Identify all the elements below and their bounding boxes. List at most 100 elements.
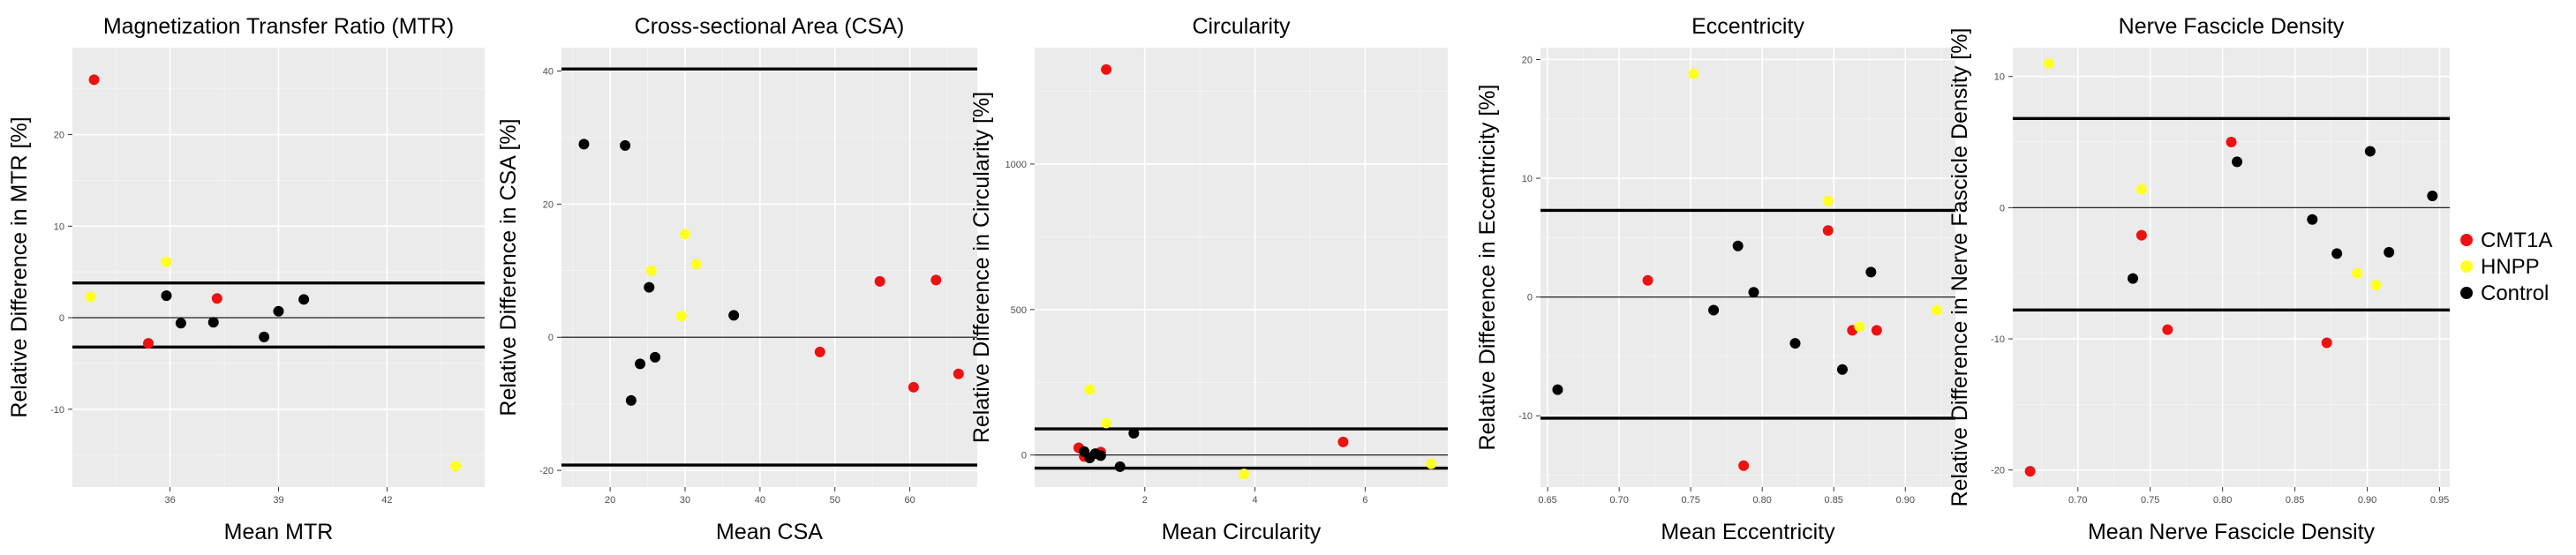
data-point-cmt1a — [2321, 337, 2332, 349]
data-point-cmt1a — [88, 74, 100, 86]
data-point-control — [2331, 248, 2343, 259]
y-tick-label: 0 — [2000, 203, 2005, 214]
chart-title: Nerve Fascicle Density — [2119, 14, 2345, 39]
plot-background — [561, 48, 977, 487]
data-point-hnpp — [2370, 280, 2382, 291]
x-tick-label: 6 — [1362, 495, 1367, 506]
y-tick-label: -20 — [539, 466, 554, 476]
legend-label: Control — [2481, 281, 2549, 305]
data-point-hnpp — [2352, 267, 2363, 279]
x-axis-label: Mean CSA — [716, 520, 823, 544]
legend-label: HNPP — [2481, 255, 2540, 279]
data-point-cmt1a — [211, 293, 222, 304]
y-tick-label: -10 — [1991, 334, 2005, 345]
data-point-cmt1a — [2024, 466, 2036, 477]
x-tick-label: 20 — [605, 495, 615, 506]
x-tick-label: 36 — [164, 495, 175, 506]
chart-title: Cross-sectional Area (CSA) — [635, 14, 905, 39]
y-tick-label: 0 — [1021, 451, 1027, 461]
y-tick-label: -10 — [1518, 411, 1533, 422]
data-point-cmt1a — [2135, 229, 2147, 241]
data-point-control — [2307, 214, 2318, 225]
data-point-hnpp — [450, 461, 462, 472]
legend-label: CMT1A — [2481, 229, 2552, 252]
plot-background — [2013, 48, 2450, 487]
data-point-control — [1095, 450, 1106, 461]
y-tick-label: 1000 — [1006, 160, 1027, 170]
data-point-control — [625, 394, 636, 406]
x-tick-label: 0.75 — [1681, 495, 1699, 506]
data-point-hnpp — [680, 229, 691, 240]
data-point-control — [1865, 266, 1877, 278]
data-point-control — [2384, 246, 2395, 258]
data-point-control — [259, 331, 270, 342]
y-tick-label: 40 — [543, 66, 554, 77]
chart-panel-3: 2 4 6 0 500 1000 Circularity Mean Circularity Re… — [969, 14, 1448, 544]
y-axis-label: Relative Difference in Nerve Fascicle De… — [1947, 28, 1972, 507]
data-point-cmt1a — [874, 275, 885, 287]
data-point-control — [1732, 240, 1744, 251]
data-point-control — [298, 294, 310, 305]
data-point-cmt1a — [930, 274, 942, 286]
data-point-hnpp — [1931, 304, 1942, 316]
data-point-cmt1a — [814, 346, 825, 357]
y-tick-label: 0 — [59, 313, 64, 324]
y-tick-label: 20 — [543, 199, 554, 210]
data-point-control — [161, 290, 172, 302]
plot-background — [1540, 48, 1955, 487]
data-point-control — [650, 351, 661, 363]
x-tick-label: 0.90 — [1896, 495, 1915, 506]
data-point-cmt1a — [143, 338, 154, 349]
data-point-hnpp — [645, 265, 657, 276]
x-tick-label: 40 — [755, 495, 765, 506]
legend-swatch — [2460, 260, 2473, 273]
data-point-control — [207, 317, 219, 328]
chart-panel-5: 0.70 0.75 0.80 0.85 0.90 0.95 -20 -10 0 10 Nerve F… — [1947, 14, 2450, 544]
x-tick-label: 50 — [830, 495, 840, 506]
x-tick-label: 39 — [273, 495, 283, 506]
x-tick-label: 30 — [680, 495, 690, 506]
data-point-hnpp — [1854, 321, 1865, 333]
legend-item-hnpp: HNPP — [2460, 255, 2540, 279]
data-point-cmt1a — [2162, 324, 2173, 335]
y-tick-label: 20 — [1522, 55, 1533, 65]
x-axis-label: Mean Nerve Fascicle Density — [2088, 520, 2376, 544]
data-point-control — [644, 281, 655, 293]
data-point-cmt1a — [908, 381, 919, 393]
data-point-control — [1789, 338, 1801, 349]
data-point-hnpp — [1426, 458, 1437, 469]
y-tick-label: 10 — [1994, 72, 2005, 83]
x-tick-label: 0.75 — [2141, 495, 2159, 506]
data-point-hnpp — [1084, 384, 1096, 395]
y-tick-label: 10 — [54, 221, 64, 232]
x-tick-label: 2 — [1142, 495, 1148, 506]
data-point-hnpp — [675, 311, 687, 322]
chart-panel-1: 36 39 42 -10 0 10 20 Magnetization Transfer Rat… — [7, 14, 485, 544]
chart-title: Magnetization Transfer Ratio (MTR) — [103, 14, 454, 39]
x-tick-label: 0.85 — [2286, 495, 2304, 506]
x-tick-label: 0.95 — [2430, 495, 2449, 506]
data-point-control — [2232, 156, 2243, 168]
legend-swatch — [2460, 234, 2473, 246]
y-axis-label: Relative Difference in CSA [%] — [496, 118, 521, 416]
data-point-cmt1a — [1738, 460, 1750, 471]
chart-title: Eccentricity — [1691, 14, 1804, 39]
x-tick-label: 0.70 — [2068, 495, 2087, 506]
y-axis-label: Relative Difference in Eccentricity [%] — [1475, 85, 1500, 451]
data-point-control — [728, 310, 740, 321]
data-point-cmt1a — [1101, 64, 1112, 75]
y-tick-label: -20 — [1991, 466, 2005, 476]
plot-background — [1035, 48, 1448, 487]
data-point-control — [2427, 190, 2438, 201]
data-point-hnpp — [690, 259, 702, 270]
legend-item-control: Control — [2460, 281, 2549, 305]
data-point-hnpp — [1688, 68, 1699, 79]
x-tick-label: 60 — [904, 495, 915, 506]
data-point-control — [1128, 427, 1140, 439]
x-axis-label: Mean Eccentricity — [1661, 520, 1835, 544]
y-axis-label: Relative Difference in MTR [%] — [7, 116, 32, 417]
x-tick-label: 0.85 — [1825, 495, 1843, 506]
x-axis-label: Mean MTR — [224, 520, 334, 544]
